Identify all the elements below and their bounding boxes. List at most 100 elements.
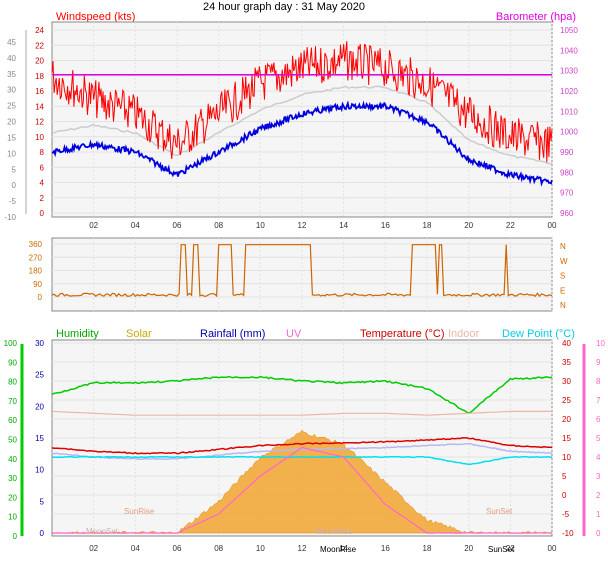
x-tick-label: 12 [298,221,307,230]
baro-axis-tick: 1030 [560,67,578,76]
legend-uv: UV [286,328,302,340]
baro-axis-tick: 1040 [560,46,578,55]
wind-axis-tick: 16 [35,87,44,96]
x-tick-label: 02 [89,544,98,553]
windspeed-label: Windspeed (kts) [56,11,135,23]
moonrise-xlabel: MoonRise [320,545,357,554]
wind-axis-outer-tick: 45 [7,38,16,47]
temp-axis-tick: 5 [562,472,567,481]
baro-axis-tick: 980 [560,168,574,177]
temp-axis-tick: 25 [562,396,571,405]
page-title: 24 hour graph day : 31 May 2020 [203,1,365,13]
uv-series-line [51,446,553,534]
dir-compass-letter: W [560,257,568,266]
legend-humidity: Humidity [56,328,99,340]
wind-axis-outer-tick: -10 [4,213,16,222]
rain-axis-tick: 10 [35,466,44,475]
uv-axis-tick: 3 [596,472,601,481]
temp-axis-tick: 10 [562,453,571,462]
temp-axis-tick: 0 [562,491,567,500]
wind-axis-tick: 0 [40,209,45,218]
wind-axis-outer-tick: -5 [9,197,17,206]
temp-axis-tick: 15 [562,434,571,443]
humidity-axis-tick: 40 [8,455,17,464]
x-tick-label: 12 [298,544,307,553]
humidity-axis-tick: 100 [4,339,18,348]
sunset-label: SunSet [486,507,513,516]
dewpoint-series-line [51,455,553,466]
windspeed-series-line [51,41,553,163]
baro-axis-tick: 960 [560,209,574,218]
uv-axis-tick: 10 [596,339,605,348]
x-tick-label: 00 [548,544,557,553]
x-tick-label: 06 [173,221,182,230]
humidity-axis-tick: 80 [8,378,17,387]
temp-axis-tick: 40 [562,339,571,348]
baro-axis-tick: 1010 [560,107,578,116]
sunrise-label: SunRise [124,507,155,516]
legend-rainfall: Rainfall (mm) [200,328,265,340]
humidity-axis-tick: 30 [8,474,17,483]
x-tick-label: 16 [381,544,390,553]
wind-axis-tick: 20 [35,57,44,66]
wind-axis-tick: 18 [35,72,44,81]
wind-axis-outer-tick: 5 [12,165,17,174]
uv-axis-tick: 8 [596,377,601,386]
dir-compass-letter: N [560,301,566,310]
dir-axis-tick: 360 [29,240,43,249]
x-tick-label: 16 [381,221,390,230]
temp-axis-tick: 35 [562,358,571,367]
indoor-series-line [51,410,552,416]
x-tick-label: 00 [548,221,557,230]
sunset-xlabel: SunSet [488,545,515,554]
humidity-axis-tick: 0 [13,532,18,541]
wind-axis-tick: 22 [35,41,44,50]
wind-direction-series-line [51,244,553,298]
wind-axis-tick: 4 [40,179,45,188]
x-tick-label: 22 [506,221,515,230]
humidity-axis-tick: 90 [8,358,17,367]
x-tick-label: 14 [339,221,348,230]
x-tick-label: 14 [339,544,348,553]
x-tick-label: 04 [131,221,140,230]
x-tick-label: 10 [256,544,265,553]
uv-axis-tick: 1 [596,510,601,519]
x-tick-label: 20 [464,544,473,553]
dir-axis-tick: 270 [29,253,43,262]
humidity-axis-tick: 10 [8,513,17,522]
rain-axis-tick: 25 [35,371,44,380]
rain-axis-tick: 30 [35,339,44,348]
dir-axis-tick: 90 [33,280,42,289]
baro-axis-tick: 990 [560,148,574,157]
dir-compass-letter: S [560,272,565,281]
gust-series-line [51,85,553,165]
uv-axis-tick: 0 [596,529,601,538]
wind-axis-outer-tick: 10 [7,149,16,158]
x-tick-label: 08 [214,221,223,230]
legend-temperature: Temperature (°C) [360,328,444,340]
humidity-axis-tick: 70 [8,397,17,406]
x-tick-label: 10 [256,221,265,230]
barometer-label: Barometer (hpa) [496,11,576,23]
wind-axis-tick: 14 [35,102,44,111]
baro-axis-tick: 1050 [560,26,578,35]
average-wind-series-line [51,100,553,187]
x-tick-label: 04 [131,544,140,553]
uv-axis-tick: 4 [596,453,601,462]
x-tick-label: 20 [464,221,473,230]
chart-marks [51,41,553,534]
wind-axis-tick: 12 [35,118,44,127]
uv-axis-tick: 5 [596,434,601,443]
temp-axis-tick: 20 [562,415,571,424]
x-tick-label: 18 [423,544,432,553]
x-tick-label: 08 [214,544,223,553]
uv-axis-tick: 2 [596,491,601,500]
legend-indoor: Indoor [448,328,480,340]
x-tick-label: 18 [423,221,432,230]
wind-axis-outer-tick: 15 [7,133,16,142]
temp-axis-tick: 30 [562,377,571,386]
x-tick-label: 02 [89,221,98,230]
wind-axis-tick: 24 [35,26,44,35]
